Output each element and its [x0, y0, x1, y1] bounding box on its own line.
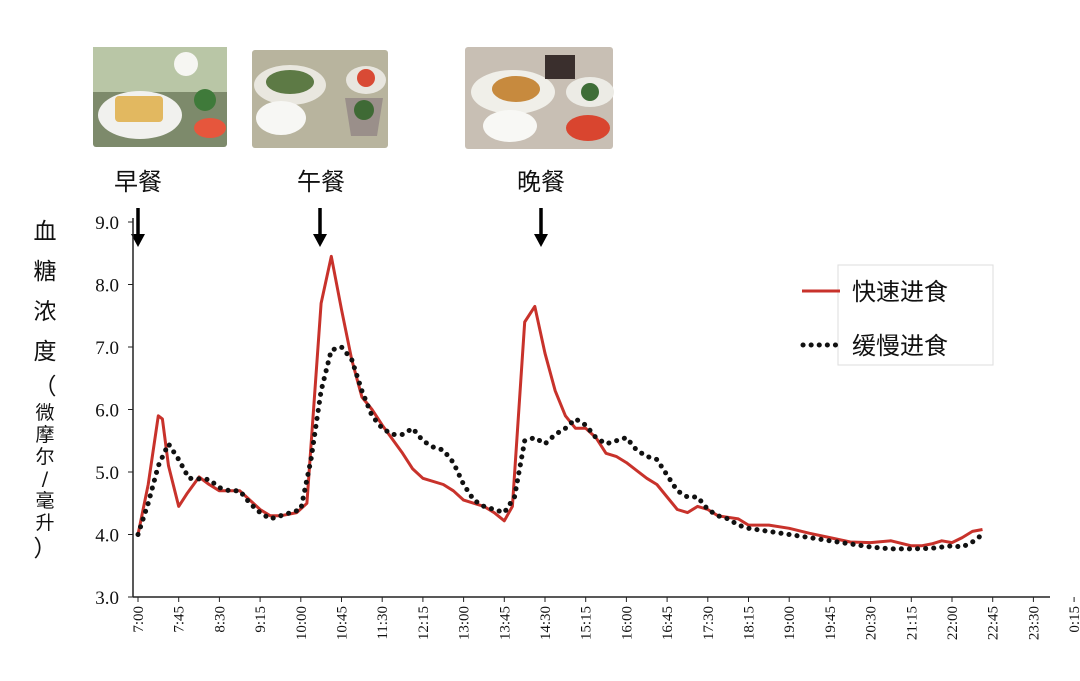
y-tick-label: 9.0: [95, 213, 119, 234]
y-axis-label-char: ）: [33, 536, 57, 562]
y-axis-label-char: （: [33, 374, 57, 400]
y-tick-label: 5.0: [95, 463, 119, 484]
legend-label-slow: 缓慢进食: [852, 332, 948, 360]
series-line-slow: [135, 344, 985, 552]
x-tick-label: 14:30: [538, 606, 554, 640]
x-tick-label: 21:15: [904, 606, 920, 640]
meal-label-breakfast: 早餐: [114, 168, 162, 196]
x-tick-label: 10:45: [335, 606, 351, 640]
y-axis-label-text: 血糖浓度 （微摩尔 / 毫升）: [28, 212, 62, 564]
y-tick-label: 7.0: [95, 338, 119, 359]
x-tick-label: 20:30: [864, 606, 880, 640]
x-tick-label: 17:30: [701, 606, 717, 640]
x-tick-label: 22:45: [986, 606, 1002, 640]
y-axis-label-char: 糖: [33, 259, 57, 285]
y-axis-label-char: 摩: [35, 424, 55, 446]
x-tick-label: 16:45: [660, 606, 676, 640]
meal-arrow-breakfast-icon: [131, 208, 145, 247]
y-tick-label: 6.0: [95, 401, 119, 422]
breakfast-photo: [93, 47, 227, 147]
x-tick-label: 12:15: [416, 606, 432, 640]
lunch-photo: [252, 50, 388, 148]
y-tick-label: 8.0: [95, 276, 119, 297]
y-axis-label-char: 浓: [33, 299, 57, 325]
meal-label-dinner: 晚餐: [517, 168, 565, 196]
legend-label-fast: 快速进食: [852, 278, 948, 306]
x-tick-label: 10:00: [294, 606, 310, 640]
x-tick-label: 13:00: [457, 606, 473, 640]
y-axis-label: 血糖浓度 （微摩尔 / 毫升）: [28, 212, 62, 564]
x-tick-label: 16:00: [619, 606, 635, 640]
y-axis-label-char: 度: [33, 339, 57, 365]
y-tick-label: 3.0: [95, 588, 119, 609]
meal-arrow-dinner-icon: [534, 208, 548, 247]
y-tick-label: 4.0: [95, 526, 119, 547]
x-tick-labels: 7:00 7:45 8:30 9:15 10:00 10:45 11:30 12:15 13:0…: [131, 597, 1080, 640]
series-lines: [135, 254, 985, 552]
y-axis-label-char: 微: [35, 402, 55, 424]
x-tick-label: 8:30: [212, 606, 228, 633]
legend: 快速进食 缓慢进食: [800, 264, 994, 366]
x-tick-label: 9:15: [253, 606, 269, 633]
x-tick-label: 19:00: [782, 606, 798, 640]
x-tick-label: 19:45: [823, 606, 839, 640]
y-axis-label-char: 毫: [35, 490, 55, 512]
x-tick-label: 0:15: [1067, 606, 1080, 633]
x-tick-label: 18:15: [742, 606, 758, 640]
y-tick-labels: 3.0 4.0 5.0 6.0 7.0 8.0 9.0: [95, 213, 133, 609]
y-axis-label-char: 升: [35, 512, 55, 534]
y-axis-label-char: 尔: [35, 446, 55, 468]
x-tick-label: 15:15: [579, 606, 595, 640]
x-tick-label: 13:45: [497, 606, 513, 640]
dinner-photo: [465, 47, 614, 149]
x-tick-label: 22:00: [945, 606, 961, 640]
x-tick-label: 23:30: [1026, 606, 1042, 640]
x-tick-label: 7:00: [131, 606, 147, 633]
y-axis-label-char: /: [41, 468, 49, 490]
x-tick-label: 11:30: [375, 606, 391, 640]
meal-label-lunch: 午餐: [297, 168, 345, 196]
x-tick-label: 7:45: [172, 606, 188, 633]
meal-arrow-lunch-icon: [313, 208, 327, 247]
y-axis-label-char: 血: [33, 219, 57, 245]
series-line-fast: [136, 254, 983, 548]
